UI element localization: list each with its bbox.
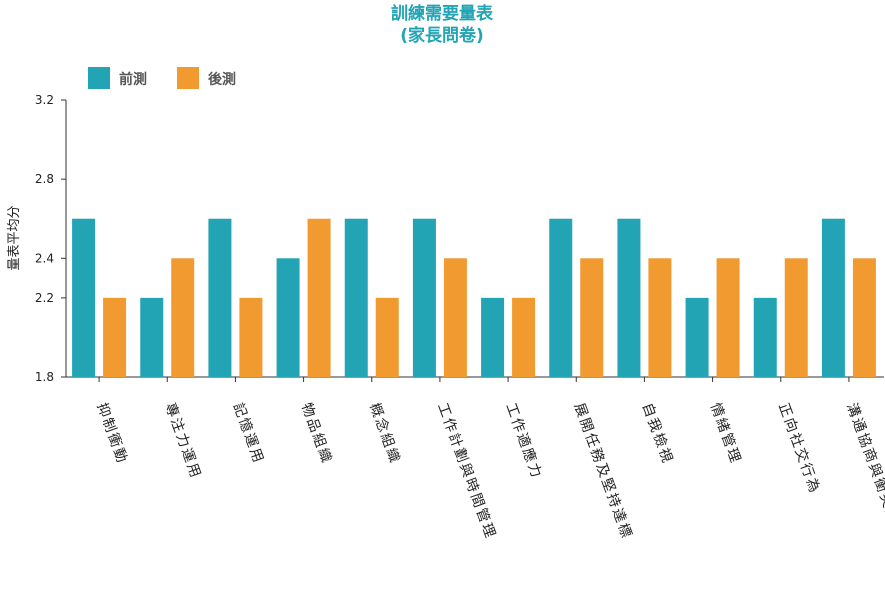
bar-post (852, 258, 876, 377)
bar-pre (412, 218, 436, 377)
y-tick-label: 2.2 (35, 291, 54, 305)
x-tick-label: 抑制衝動 (93, 401, 130, 467)
x-tick-label: 溝通協商與衝突處理 (843, 401, 885, 542)
legend: 前測 後測 (88, 67, 236, 89)
x-tick-label: 展開任務及堅持達標 (570, 401, 634, 542)
legend-swatch-post (177, 67, 199, 89)
x-tick-label: 工作適應力 (502, 401, 545, 482)
bar-post (239, 297, 263, 377)
bar-post (307, 218, 331, 377)
x-ticks: 抑制衝動 專注力運用 記憶運用 物品組織 概念組織 工作計劃與時間管理 工作適應力 展開任務及… (93, 377, 885, 542)
bar-pre (208, 218, 232, 377)
bar-post (784, 258, 808, 377)
x-tick-label: 記憶運用 (230, 401, 268, 467)
y-tick-label: 2.4 (35, 251, 54, 265)
y-ticks: 1.8 2.2 2.4 2.8 3.2 (35, 93, 66, 384)
chart-title-line2: (家長問卷) (400, 25, 484, 46)
bar-pre (753, 297, 777, 377)
bar-pre (685, 297, 709, 377)
bars (72, 218, 876, 377)
bar-post (512, 297, 536, 377)
bar-pre (821, 218, 845, 377)
y-tick-label: 3.2 (35, 93, 54, 107)
x-tick-label: 概念組織 (366, 401, 404, 467)
bar-post (443, 258, 467, 377)
bar-post (648, 258, 672, 377)
bar-post (375, 297, 399, 377)
bar-pre (140, 297, 164, 377)
bar-post (716, 258, 740, 377)
x-tick-label: 專注力運用 (161, 401, 203, 482)
x-tick-label: 正向社交行為 (775, 401, 824, 497)
bar-pre (276, 258, 300, 377)
legend-swatch-pre (88, 67, 110, 89)
x-tick-label: 工作計劃與時間管理 (434, 401, 498, 542)
x-tick-label: 自我檢視 (639, 401, 677, 467)
x-tick-label: 情緒管理 (707, 401, 744, 467)
bar-post (580, 258, 604, 377)
legend-label-post: 後測 (208, 71, 236, 88)
bar-pre (72, 218, 96, 377)
x-tick-label: 物品組織 (298, 401, 335, 467)
bar-post (171, 258, 195, 377)
y-axis-label: 量表平均分 (7, 205, 22, 270)
bar-pre (617, 218, 641, 377)
legend-label-pre: 前測 (119, 71, 147, 88)
chart-title-line1: 訓練需要量表 (391, 3, 494, 24)
y-tick-label: 1.8 (35, 370, 54, 384)
bar-post (103, 297, 127, 377)
bar-pre (344, 218, 368, 377)
y-tick-label: 2.8 (35, 172, 54, 186)
bar-pre (481, 297, 505, 377)
bar-pre (549, 218, 573, 377)
